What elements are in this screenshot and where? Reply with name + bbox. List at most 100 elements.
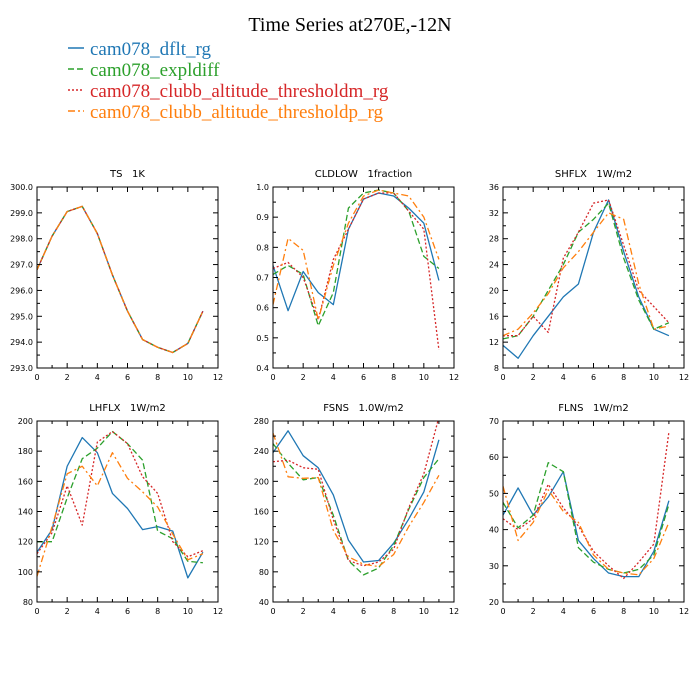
series-line-1 <box>273 189 440 327</box>
panels: TS 1K0 2 4 6 8 10 12293.0294.0295.0296.0297.02… <box>10 169 689 616</box>
series-group <box>37 430 204 579</box>
x-tick-label: 8 <box>155 607 160 616</box>
y-tick-label: 20 <box>489 286 499 295</box>
y-tick-label: 240 <box>254 447 269 456</box>
series-group <box>37 205 204 354</box>
series-line-2 <box>273 192 440 350</box>
y-tick-label: 0.9 <box>256 213 269 222</box>
x-tick-label: 8 <box>621 607 626 616</box>
x-tick-label: 4 <box>95 607 100 616</box>
x-tick-label: 6 <box>361 607 366 616</box>
x-tick-label: 12 <box>679 373 689 382</box>
x-tick-label: 0 <box>34 607 39 616</box>
x-tick-label: 4 <box>561 373 566 382</box>
y-tick-label: 20 <box>489 598 499 607</box>
panel-lhflx: LHFLX 1W/m2 0 2 4 6 8 10 12 80 100 120 140 160 180 200 <box>18 403 223 616</box>
y-tick-label: 30 <box>489 562 499 571</box>
x-tick-label: 8 <box>391 607 396 616</box>
x-tick-label: 10 <box>183 607 193 616</box>
y-tick-label: 24 <box>489 261 499 270</box>
x-tick-label: 2 <box>65 607 70 616</box>
x-tick-label: 4 <box>331 607 336 616</box>
series-group <box>273 421 440 576</box>
y-tick-label: 280 <box>254 417 269 426</box>
series-line-3 <box>273 432 440 568</box>
x-tick-label: 2 <box>531 373 536 382</box>
series-line-0 <box>37 205 204 354</box>
x-tick-label: 2 <box>531 607 536 616</box>
series-group <box>503 199 670 359</box>
x-tick-label: 2 <box>301 607 306 616</box>
figure-title: Time Series at270E,-12N <box>248 14 451 36</box>
x-tick-label: 10 <box>183 373 193 382</box>
panel-flns: FLNS 1W/m2 0 2 4 6 8 10 12 20 30 40 50 60 70 <box>489 403 689 616</box>
series-line-2 <box>503 431 670 580</box>
y-tick-label: 297.0 <box>10 261 33 270</box>
series-line-2 <box>37 205 204 354</box>
x-tick-label: 4 <box>561 607 566 616</box>
legend-label: cam078_dflt_rg <box>90 39 212 60</box>
y-tick-label: 160 <box>254 508 269 517</box>
series-line-3 <box>273 189 440 321</box>
x-tick-label: 0 <box>270 373 275 382</box>
y-tick-label: 296.0 <box>10 286 33 295</box>
y-tick-label: 160 <box>18 477 33 486</box>
y-tick-label: 298.0 <box>10 235 33 244</box>
x-tick-label: 0 <box>34 373 39 382</box>
series-line-0 <box>37 436 204 579</box>
x-tick-label: 12 <box>449 373 459 382</box>
series-line-1 <box>37 430 203 564</box>
legend-label: cam078_clubb_altitude_thresholdp_rg <box>90 102 384 123</box>
series-line-0 <box>503 199 670 359</box>
y-tick-label: 0.6 <box>256 304 269 313</box>
y-tick-label: 40 <box>259 598 269 607</box>
y-tick-label: 294.0 <box>10 338 33 347</box>
plot-frame <box>272 186 455 369</box>
y-tick-label: 40 <box>489 526 499 535</box>
series-line-2 <box>503 199 670 337</box>
x-tick-label: 12 <box>213 607 223 616</box>
series-line-3 <box>37 205 204 354</box>
plot-frame <box>36 186 219 369</box>
y-tick-label: 300.0 <box>10 183 33 192</box>
y-tick-label: 200 <box>254 477 269 486</box>
panel-ts: TS 1K 0 2 4 6 8 10 12 293.0 294.0 295.0 296.0 297.0 2… <box>10 169 223 382</box>
plot-frame <box>36 420 219 603</box>
legend-label: cam078_expldiff <box>90 60 220 81</box>
x-tick-label: 12 <box>213 373 223 382</box>
x-tick-label: 12 <box>449 607 459 616</box>
y-tick-label: 120 <box>254 538 269 547</box>
y-tick-label: 299.0 <box>10 209 33 218</box>
series-line-1 <box>503 461 670 574</box>
y-tick-label: 36 <box>489 183 499 192</box>
x-tick-label: 10 <box>649 373 659 382</box>
y-tick-label: 0.8 <box>256 243 269 252</box>
x-tick-label: 6 <box>591 607 596 616</box>
y-tick-label: 293.0 <box>10 364 33 373</box>
panel-title: CLDLOW 1fraction <box>315 169 413 180</box>
x-tick-label: 10 <box>419 373 429 382</box>
x-tick-label: 0 <box>500 607 505 616</box>
series-line-3 <box>503 212 670 337</box>
x-tick-label: 6 <box>591 373 596 382</box>
panel-cldlow: CLDLOW 1fraction 0 2 4 6 8 10 12 0.4 0.5 0.6 0.7 0.8… <box>256 169 459 382</box>
panel-title: FLNS 1W/m2 <box>558 403 628 414</box>
x-tick-label: 10 <box>649 607 659 616</box>
y-tick-label: 1.0 <box>256 183 269 192</box>
y-tick-label: 0.4 <box>256 364 269 373</box>
series-line-1 <box>37 205 204 354</box>
y-tick-label: 0.5 <box>256 334 269 343</box>
panel-title: LHFLX 1W/m2 <box>89 403 166 414</box>
series-line-2 <box>37 430 204 558</box>
y-tick-label: 180 <box>18 447 33 456</box>
x-tick-label: 6 <box>125 607 130 616</box>
series-group <box>503 431 670 580</box>
y-tick-label: 120 <box>18 538 33 547</box>
x-tick-label: 8 <box>621 373 626 382</box>
series-line-2 <box>273 421 439 567</box>
y-tick-label: 28 <box>489 235 499 244</box>
x-tick-label: 6 <box>361 373 366 382</box>
series-line-3 <box>37 452 204 577</box>
